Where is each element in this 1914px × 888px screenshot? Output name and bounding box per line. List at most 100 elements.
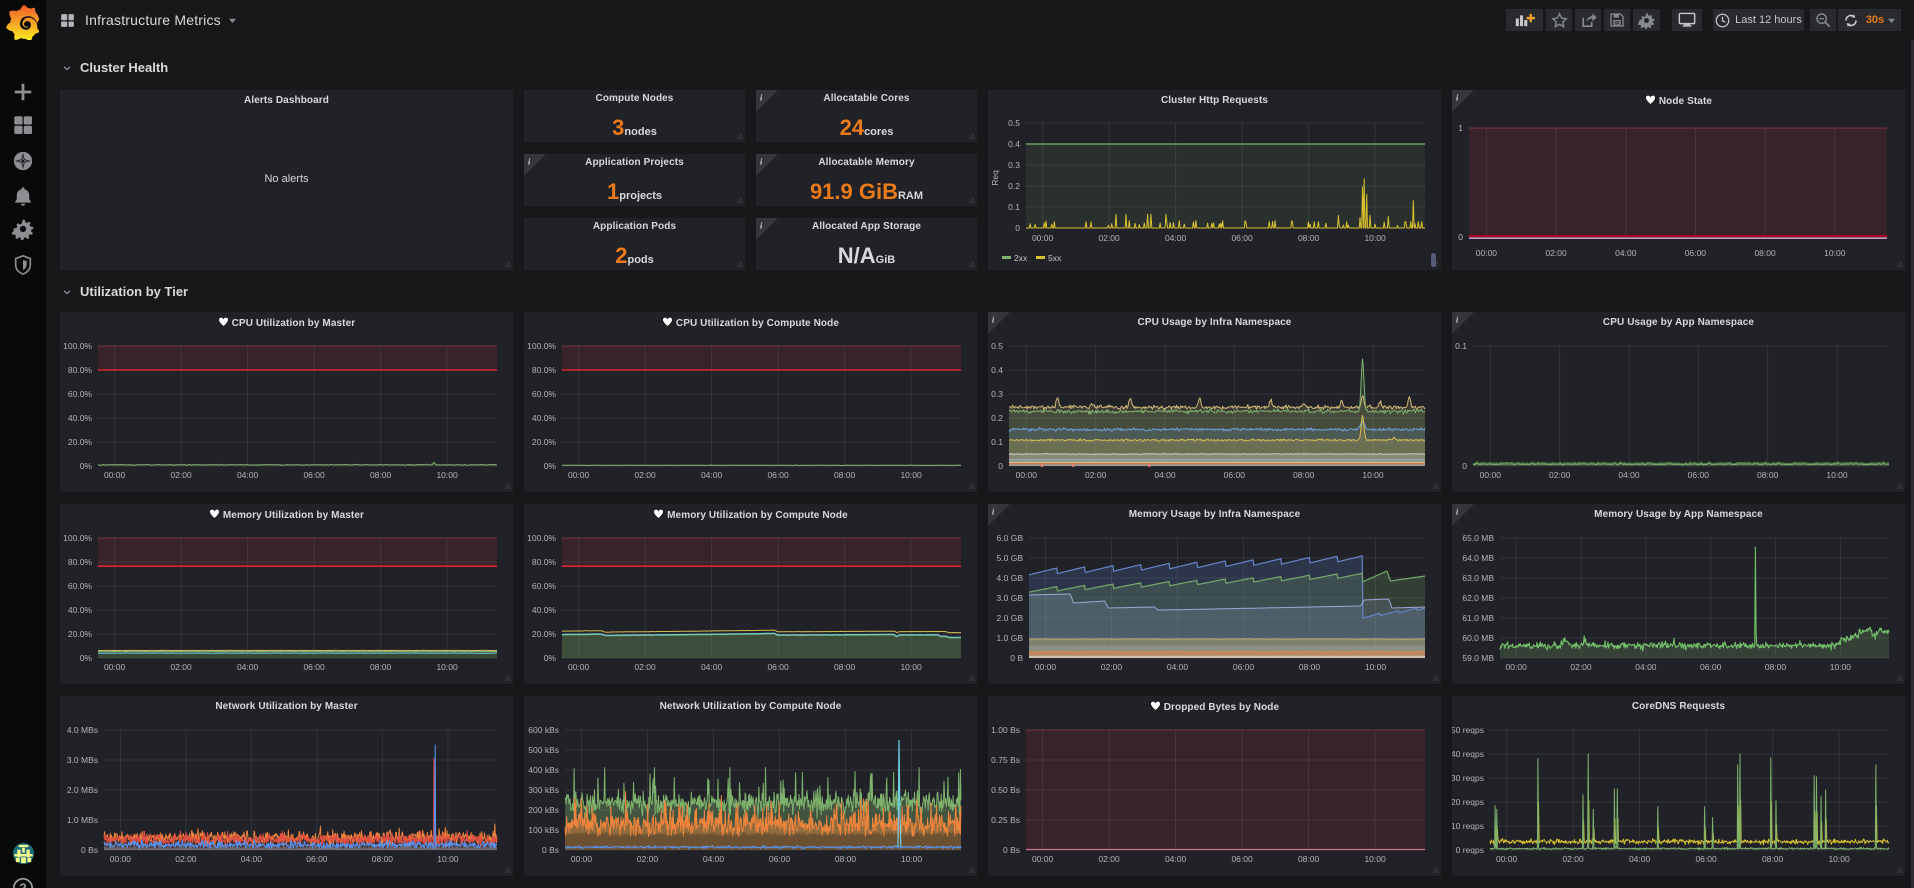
svg-text:0: 0 xyxy=(1458,232,1463,242)
svg-text:80.0%: 80.0% xyxy=(68,365,93,375)
svg-text:?: ? xyxy=(19,881,26,888)
svg-text:100.0%: 100.0% xyxy=(527,341,556,351)
svg-text:0 reqps: 0 reqps xyxy=(1456,845,1484,855)
svg-text:0.25 Bs: 0.25 Bs xyxy=(991,815,1020,825)
svg-text:02:00: 02:00 xyxy=(1570,662,1592,672)
svg-text:20.0%: 20.0% xyxy=(532,437,557,447)
svg-text:06:00: 06:00 xyxy=(1700,662,1722,672)
svg-text:64.0 MB: 64.0 MB xyxy=(1462,553,1494,563)
svg-text:02:00: 02:00 xyxy=(170,662,192,672)
svg-text:80.0%: 80.0% xyxy=(68,557,93,567)
svg-text:40 reqps: 40 reqps xyxy=(1452,749,1484,759)
svg-text:20.0%: 20.0% xyxy=(68,629,93,639)
svg-text:04:00: 04:00 xyxy=(241,854,263,864)
svg-text:10:00: 10:00 xyxy=(1364,854,1386,864)
svg-text:0%: 0% xyxy=(544,461,557,471)
svg-text:65.0 MB: 65.0 MB xyxy=(1462,533,1494,543)
svg-text:10:00: 10:00 xyxy=(436,662,458,672)
svg-text:08:00: 08:00 xyxy=(1293,470,1315,480)
svg-text:63.0 MB: 63.0 MB xyxy=(1462,573,1494,583)
svg-text:0: 0 xyxy=(1462,461,1467,471)
svg-text:0.5: 0.5 xyxy=(991,341,1003,351)
svg-text:02:00: 02:00 xyxy=(1549,470,1571,480)
svg-text:04:00: 04:00 xyxy=(1154,470,1176,480)
svg-text:04:00: 04:00 xyxy=(701,662,723,672)
svg-text:00:00: 00:00 xyxy=(1476,248,1498,258)
svg-text:60.0%: 60.0% xyxy=(532,389,557,399)
svg-text:i: i xyxy=(528,158,531,167)
svg-text:0.3: 0.3 xyxy=(991,389,1003,399)
svg-text:500 kBs: 500 kBs xyxy=(528,745,559,755)
svg-text:08:00: 08:00 xyxy=(372,854,394,864)
svg-text:06:00: 06:00 xyxy=(1224,470,1246,480)
svg-text:600 kBs: 600 kBs xyxy=(528,725,559,735)
svg-text:0 B: 0 B xyxy=(1010,653,1023,663)
svg-text:04:00: 04:00 xyxy=(1165,233,1187,243)
svg-text:59.0 MB: 59.0 MB xyxy=(1462,653,1494,663)
svg-text:0.1: 0.1 xyxy=(1008,202,1020,212)
svg-text:61.0 MB: 61.0 MB xyxy=(1462,613,1494,623)
svg-text:10:00: 10:00 xyxy=(1824,248,1846,258)
svg-text:2.0 MBs: 2.0 MBs xyxy=(67,785,98,795)
svg-text:2xx: 2xx xyxy=(1014,253,1028,263)
svg-text:10:00: 10:00 xyxy=(1365,662,1387,672)
svg-text:08:00: 08:00 xyxy=(1762,854,1784,864)
svg-text:62.0 MB: 62.0 MB xyxy=(1462,593,1494,603)
svg-text:06:00: 06:00 xyxy=(1233,662,1255,672)
svg-text:04:00: 04:00 xyxy=(1635,662,1657,672)
svg-text:0 Bs: 0 Bs xyxy=(81,845,98,855)
svg-text:10:00: 10:00 xyxy=(1828,854,1850,864)
svg-text:30 reqps: 30 reqps xyxy=(1452,773,1484,783)
svg-text:00:00: 00:00 xyxy=(1035,662,1057,672)
svg-text:00:00: 00:00 xyxy=(1032,233,1054,243)
svg-text:3.0 MBs: 3.0 MBs xyxy=(67,755,98,765)
svg-text:0%: 0% xyxy=(544,653,557,663)
svg-text:0: 0 xyxy=(998,461,1003,471)
svg-text:i: i xyxy=(760,222,763,231)
svg-text:10:00: 10:00 xyxy=(1830,662,1852,672)
svg-text:0.1: 0.1 xyxy=(1455,341,1467,351)
svg-text:00:00: 00:00 xyxy=(568,662,590,672)
svg-text:100 kBs: 100 kBs xyxy=(528,825,559,835)
svg-text:0 Bs: 0 Bs xyxy=(1003,845,1020,855)
svg-text:08:00: 08:00 xyxy=(1298,233,1320,243)
svg-text:i: i xyxy=(992,316,995,325)
svg-text:20.0%: 20.0% xyxy=(68,437,93,447)
svg-text:1.00 Bs: 1.00 Bs xyxy=(991,725,1020,735)
svg-text:06:00: 06:00 xyxy=(1685,248,1707,258)
svg-text:04:00: 04:00 xyxy=(1629,854,1651,864)
svg-text:0.4: 0.4 xyxy=(991,365,1003,375)
svg-text:100.0%: 100.0% xyxy=(527,533,556,543)
svg-text:40.0%: 40.0% xyxy=(68,413,93,423)
svg-text:400 kBs: 400 kBs xyxy=(528,765,559,775)
svg-text:1.0 MBs: 1.0 MBs xyxy=(67,815,98,825)
svg-text:0%: 0% xyxy=(80,461,93,471)
svg-text:02:00: 02:00 xyxy=(1101,662,1123,672)
svg-text:04:00: 04:00 xyxy=(701,470,723,480)
svg-text:08:00: 08:00 xyxy=(1298,854,1320,864)
svg-text:Req: Req xyxy=(990,170,1000,186)
svg-text:3.0 GB: 3.0 GB xyxy=(997,593,1024,603)
svg-text:08:00: 08:00 xyxy=(835,854,857,864)
svg-text:00:00: 00:00 xyxy=(568,470,590,480)
svg-text:02:00: 02:00 xyxy=(175,854,197,864)
svg-text:10:00: 10:00 xyxy=(1362,470,1384,480)
svg-text:00:00: 00:00 xyxy=(1480,470,1502,480)
svg-text:04:00: 04:00 xyxy=(1618,470,1640,480)
svg-text:20 reqps: 20 reqps xyxy=(1452,797,1484,807)
svg-text:08:00: 08:00 xyxy=(1757,470,1779,480)
svg-text:0.2: 0.2 xyxy=(991,413,1003,423)
svg-text:2.0 GB: 2.0 GB xyxy=(997,613,1024,623)
svg-text:60.0%: 60.0% xyxy=(532,581,557,591)
svg-text:60.0%: 60.0% xyxy=(68,389,93,399)
svg-text:1.0 GB: 1.0 GB xyxy=(997,633,1024,643)
svg-text:02:00: 02:00 xyxy=(1098,233,1120,243)
svg-text:08:00: 08:00 xyxy=(1754,248,1776,258)
svg-text:0: 0 xyxy=(1015,223,1020,233)
svg-text:4.0 MBs: 4.0 MBs xyxy=(67,725,98,735)
svg-text:08:00: 08:00 xyxy=(834,470,856,480)
svg-text:10:00: 10:00 xyxy=(437,854,459,864)
svg-text:40.0%: 40.0% xyxy=(532,605,557,615)
svg-text:0.5: 0.5 xyxy=(1008,118,1020,128)
svg-text:06:00: 06:00 xyxy=(769,854,791,864)
